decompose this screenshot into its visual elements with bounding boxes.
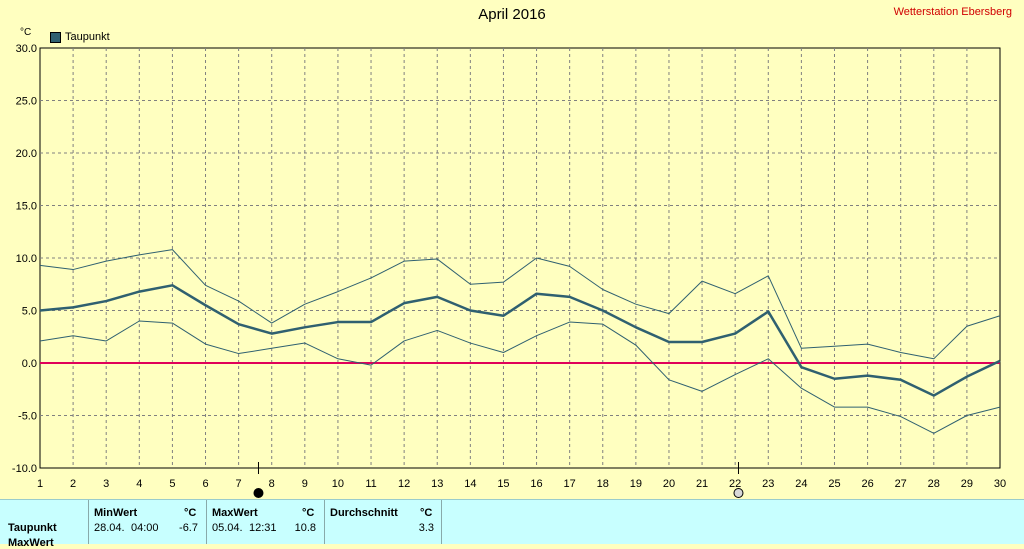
x-tick-label: 13 (431, 478, 443, 490)
x-tick-label: 25 (828, 478, 840, 490)
x-tick-label: 9 (302, 478, 308, 490)
stats-divider (88, 500, 89, 544)
stats-divider (441, 500, 442, 544)
legend-label: Taupunkt (65, 31, 110, 43)
y-tick-label: 5.0 (22, 306, 37, 318)
x-tick-label: 27 (895, 478, 907, 490)
x-tick-label: 26 (861, 478, 873, 490)
new-moon-icon (253, 488, 264, 498)
x-tick-label: 22 (729, 478, 741, 490)
y-tick-label: 15.0 (16, 201, 37, 213)
series-line-mean (39, 284, 1001, 397)
y-tick-label: 10.0 (16, 253, 37, 265)
station-name: Wetterstation Ebersberg (893, 6, 1012, 18)
stats-divider (206, 500, 207, 544)
y-tick-label: -10.0 (12, 463, 37, 475)
x-tick-label: 24 (795, 478, 807, 490)
chart-svg: 1 2 3 4 5 6 7 8 9 10 11 12 13 14 15 16 17 18 19 20 21 22 23 24 2… (12, 43, 1006, 498)
y-tick-label: -5.0 (18, 411, 37, 423)
x-tick-label: 3 (103, 478, 109, 490)
x-tick-label: 4 (136, 478, 142, 490)
stats-row-label: Taupunkt (8, 522, 57, 534)
full-moon-icon (733, 488, 744, 498)
stats-next-row-label: MaxWert (8, 537, 54, 549)
x-tick-label: 19 (630, 478, 642, 490)
x-tick-label: 14 (464, 478, 476, 490)
x-tick-label: 23 (762, 478, 774, 490)
min-time: 04:00 (131, 522, 159, 534)
stats-divider (324, 500, 325, 544)
x-tick-label: 12 (398, 478, 410, 490)
x-tick-label: 15 (497, 478, 509, 490)
series-line-min (39, 320, 1001, 434)
x-tick-label: 28 (928, 478, 940, 490)
x-tick-label: 20 (663, 478, 675, 490)
avg-unit: °C (420, 507, 433, 519)
max-unit: °C (302, 507, 315, 519)
x-tick-label: 10 (332, 478, 344, 490)
y-tick-label: 25.0 (16, 96, 37, 108)
x-tick-label: 17 (564, 478, 576, 490)
stats-panel: MinWert °C MaxWert °C Durchschnitt °C Ta… (0, 499, 1024, 549)
x-tick-label: 1 (37, 478, 43, 490)
x-tick-label: 7 (236, 478, 242, 490)
x-tick-label: 5 (169, 478, 175, 490)
max-date: 05.04. (212, 522, 243, 534)
max-header: MaxWert (212, 507, 258, 519)
x-tick-label: 18 (597, 478, 609, 490)
y-axis-unit: °C (20, 27, 32, 38)
x-tick-label: 6 (202, 478, 208, 490)
min-date: 28.04. (94, 522, 125, 534)
x-tick-label: 11 (365, 478, 376, 490)
x-tick-label: 2 (70, 478, 76, 490)
x-tick-label: 30 (994, 478, 1006, 490)
avg-value: 3.3 (418, 522, 434, 534)
x-tick-label: 29 (961, 478, 973, 490)
x-tick-label: 8 (269, 478, 275, 490)
chart-title: April 2016 (478, 6, 546, 23)
y-tick-label: 30.0 (16, 43, 37, 55)
min-unit: °C (184, 507, 197, 519)
avg-header: Durchschnitt (330, 507, 398, 519)
max-time: 12:31 (249, 522, 277, 534)
x-tick-label: 16 (530, 478, 542, 490)
max-value: 10.8 (294, 522, 316, 534)
x-tick-label: 21 (696, 478, 708, 490)
y-tick-label: 0.0 (22, 358, 37, 370)
series-line-max (39, 249, 1001, 360)
y-tick-label: 20.0 (16, 148, 37, 160)
min-header: MinWert (94, 507, 138, 519)
legend: Taupunkt (50, 31, 110, 43)
min-value: -6.7 (179, 522, 198, 534)
legend-swatch (50, 31, 61, 43)
